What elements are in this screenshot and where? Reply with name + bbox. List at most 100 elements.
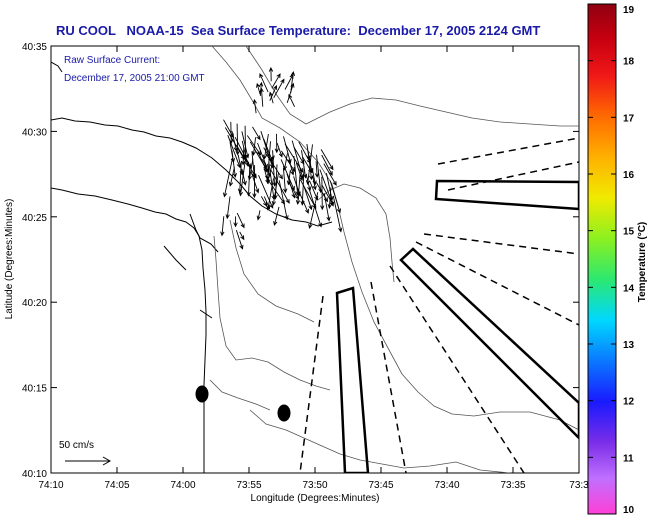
colorbar-tick-label: 12 bbox=[623, 397, 635, 408]
current-vector bbox=[260, 196, 268, 207]
current-vector bbox=[256, 210, 261, 221]
current-vector bbox=[235, 230, 244, 250]
current-vector bbox=[271, 172, 279, 206]
colorbar-tick-label: 19 bbox=[623, 5, 635, 16]
coastline bbox=[51, 187, 207, 473]
current-vector bbox=[233, 216, 238, 228]
current-vector bbox=[327, 187, 332, 209]
colorbar bbox=[587, 3, 617, 515]
scale-vector-arrow bbox=[65, 456, 112, 466]
y-tick-label: 40:35 bbox=[22, 42, 47, 53]
current-vector bbox=[228, 167, 235, 187]
current-vector bbox=[288, 160, 295, 176]
current-vector bbox=[323, 193, 331, 222]
current-vector bbox=[281, 150, 296, 172]
current-vector bbox=[321, 154, 333, 176]
colorbar-tick-label: 17 bbox=[623, 113, 635, 124]
current-vector bbox=[252, 126, 261, 141]
y-tick-label: 40:20 bbox=[22, 298, 47, 309]
plot-area bbox=[50, 45, 580, 474]
x-tick-label: 73:55 bbox=[236, 480, 261, 491]
current-vector bbox=[286, 169, 291, 186]
river-inlet bbox=[163, 213, 219, 319]
current-vector bbox=[273, 206, 280, 227]
current-vector bbox=[263, 196, 271, 210]
point-of-interest-2 bbox=[277, 404, 291, 422]
current-vector bbox=[276, 142, 283, 158]
current-vector bbox=[312, 175, 317, 191]
coverage-dashed-lines bbox=[299, 137, 579, 473]
colorbar-tick-label: 14 bbox=[623, 283, 635, 294]
current-vector bbox=[295, 171, 301, 206]
current-vector bbox=[243, 125, 248, 160]
current-vector bbox=[262, 134, 269, 160]
current-vector bbox=[241, 140, 250, 167]
x-tick-label: 74:00 bbox=[170, 480, 195, 491]
x-tick-label: 73:3 bbox=[569, 480, 589, 491]
chart-title: RU COOL NOAA-15 Sea Surface Temperature:… bbox=[56, 23, 540, 38]
current-vector bbox=[241, 147, 246, 166]
current-vector bbox=[295, 162, 304, 181]
annotation-line-2: December 17, 2005 21:00 GMT bbox=[64, 73, 205, 84]
current-vector bbox=[239, 231, 245, 241]
current-vector bbox=[268, 91, 274, 104]
current-vector bbox=[283, 136, 292, 164]
colorbar-tick-label: 18 bbox=[623, 57, 635, 68]
current-vector bbox=[308, 188, 323, 228]
current-vector bbox=[329, 180, 342, 214]
colorbar-tick-label: 16 bbox=[623, 170, 635, 181]
current-vector bbox=[300, 166, 305, 206]
x-tick-label: 73:40 bbox=[434, 480, 459, 491]
y-axis-ticks: 40:35 40:30 40:25 40:20 40:15 40:10 bbox=[22, 42, 579, 480]
current-vector bbox=[290, 70, 296, 93]
current-vector bbox=[278, 180, 289, 221]
current-vector bbox=[259, 87, 264, 107]
current-vector bbox=[269, 84, 278, 101]
current-vector bbox=[273, 78, 285, 99]
current-vector bbox=[314, 161, 320, 178]
current-vector bbox=[271, 73, 281, 89]
annotation-line-1: Raw Surface Current: bbox=[64, 55, 160, 66]
current-vector bbox=[282, 168, 288, 194]
colorbar-tick-label: 13 bbox=[623, 340, 635, 351]
x-axis-label: Longitude (Degrees:Minutes) bbox=[251, 493, 380, 504]
current-vector bbox=[231, 150, 237, 178]
current-vector bbox=[241, 168, 247, 186]
x-tick-label: 74:10 bbox=[38, 480, 63, 491]
current-vector bbox=[238, 156, 247, 197]
current-vector bbox=[282, 153, 288, 171]
y-tick-label: 40:30 bbox=[22, 127, 47, 138]
current-vector bbox=[222, 158, 233, 198]
current-vector bbox=[259, 73, 269, 93]
current-vector bbox=[272, 150, 277, 187]
colorbar-tick-label: 10 bbox=[623, 505, 635, 516]
colorbar-label: Temperature (°C) bbox=[637, 222, 648, 303]
depth-contours bbox=[209, 46, 579, 473]
current-vector bbox=[332, 195, 343, 233]
y-tick-label: 40:10 bbox=[22, 469, 47, 480]
coastline-north bbox=[51, 61, 333, 227]
colorbar-tick-label: 11 bbox=[623, 453, 634, 464]
x-axis-ticks: 74:10 74:05 74:00 73:55 73:50 73:45 73:40 73:35… bbox=[38, 46, 589, 491]
current-vector bbox=[321, 184, 334, 206]
current-vector bbox=[288, 93, 296, 107]
current-vector bbox=[235, 123, 240, 156]
current-vector bbox=[231, 131, 238, 152]
surface-current-vectors bbox=[220, 66, 343, 250]
current-vector bbox=[305, 144, 313, 186]
current-vector bbox=[309, 180, 319, 201]
x-tick-label: 73:45 bbox=[368, 480, 393, 491]
y-tick-label: 40:25 bbox=[22, 213, 47, 224]
x-tick-label: 73:50 bbox=[302, 480, 327, 491]
current-vector bbox=[303, 187, 313, 211]
current-vector bbox=[246, 135, 262, 156]
coverage-outline bbox=[335, 179, 579, 473]
colorbar-ticks: 19 18 17 16 15 14 13 12 11 10 bbox=[588, 3, 635, 516]
current-vector bbox=[274, 133, 279, 154]
current-vector bbox=[252, 165, 257, 199]
current-vector bbox=[256, 82, 261, 95]
x-tick-label: 73:35 bbox=[500, 480, 525, 491]
x-tick-label: 74:05 bbox=[104, 480, 129, 491]
current-vector bbox=[308, 192, 319, 230]
current-vector bbox=[220, 216, 225, 237]
